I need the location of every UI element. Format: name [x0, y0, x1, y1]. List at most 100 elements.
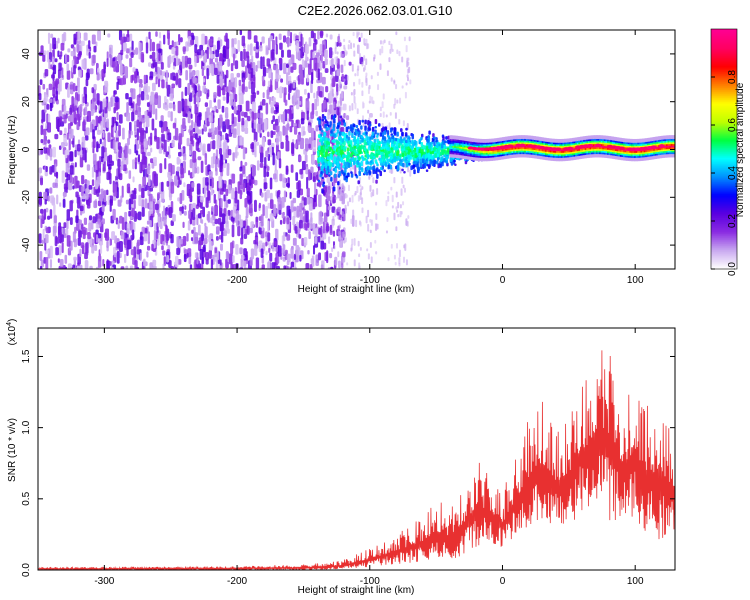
heatmap-cell: [370, 144, 374, 149]
heatmap-cell: [473, 143, 476, 146]
heatmap-cell: [479, 143, 482, 147]
heatmap-cell: [88, 40, 91, 50]
heatmap-cell: [194, 104, 199, 115]
heatmap-cell: [476, 158, 479, 161]
heatmap-cell: [508, 149, 511, 152]
heatmap-cell: [205, 197, 209, 208]
heatmap-cell: [219, 265, 222, 269]
heatmap-cell: [396, 99, 399, 104]
heatmap-cell: [397, 213, 400, 218]
heatmap-cell: [489, 145, 492, 148]
heatmap-cell: [190, 39, 194, 46]
heatmap-cell: [465, 150, 468, 153]
heatmap-cell: [402, 201, 405, 206]
heatmap-cell: [412, 164, 415, 170]
heatmap-cell: [463, 148, 466, 151]
heatmap-cell: [334, 47, 337, 55]
heatmap-cell: [455, 145, 458, 148]
heatmap-cell: [137, 104, 140, 117]
heatmap-cell: [83, 217, 88, 225]
heatmap-cell: [168, 102, 173, 109]
heatmap-cell: [92, 129, 95, 140]
heatmap-cell: [178, 133, 183, 145]
heatmap-cell: [514, 137, 517, 140]
heatmap-cell: [140, 127, 145, 136]
heatmap-cell: [471, 154, 474, 158]
heatmap-cell: [281, 86, 285, 94]
heatmap-cell: [120, 49, 124, 56]
heatmap-cell: [339, 115, 343, 119]
heatmap-cell: [460, 148, 463, 151]
chart-title: C2E2.2026.062.03.01.G10: [297, 3, 453, 18]
heatmap-cell: [243, 266, 247, 269]
heatmap-cell: [221, 213, 226, 225]
heatmap-cell: [52, 64, 57, 75]
heatmap-cell: [60, 51, 63, 57]
heatmap-cell: [306, 187, 310, 198]
heatmap-cell: [219, 207, 223, 217]
heatmap-cell: [211, 134, 215, 140]
heatmap-cell: [462, 155, 465, 158]
heatmap-cell: [446, 147, 450, 153]
heatmap-cell: [267, 260, 271, 269]
heatmap-cell: [493, 143, 497, 146]
heatmap-cell: [251, 111, 254, 123]
heatmap-cell: [38, 148, 42, 156]
heatmap-cell: [503, 140, 506, 143]
heatmap-cell: [105, 228, 110, 241]
heatmap-cell: [101, 76, 105, 82]
heatmap-cell: [293, 126, 298, 135]
heatmap-cell: [106, 171, 111, 181]
heatmap-cell: [390, 147, 393, 151]
heatmap-cell: [219, 39, 223, 47]
heatmap-cell: [406, 57, 409, 64]
heatmap-cell: [361, 168, 364, 173]
heatmap-cell: [181, 55, 185, 69]
heatmap-cell: [109, 199, 112, 212]
heatmap-cell: [139, 252, 142, 261]
heatmap-cell: [342, 171, 345, 175]
heatmap-cell: [165, 81, 168, 89]
heatmap-cell: [455, 142, 458, 145]
heatmap-cell: [500, 142, 503, 145]
heatmap-cell: [121, 161, 124, 171]
heatmap-cell: [241, 59, 245, 68]
heatmap-cell: [46, 50, 49, 63]
heatmap-cell: [434, 152, 437, 158]
heatmap-cell: [208, 115, 212, 122]
heatmap-cell: [346, 262, 349, 266]
heatmap-cell: [387, 138, 390, 144]
heatmap-cell: [364, 64, 367, 71]
heatmap-cell: [452, 135, 455, 138]
heatmap-cell: [136, 128, 139, 141]
heatmap-cell: [363, 38, 366, 46]
heatmap-cell: [134, 260, 138, 269]
heatmap-cell: [282, 35, 286, 43]
heatmap-cell: [86, 164, 91, 171]
heatmap-cell: [84, 260, 89, 269]
heatmap-cell: [503, 143, 506, 146]
heatmap-cell: [149, 38, 152, 52]
heatmap-cell: [196, 252, 199, 265]
heatmap-cell: [66, 218, 69, 230]
heatmap-cell: [468, 157, 471, 160]
heatmap-cell: [326, 203, 330, 217]
heatmap-cell: [242, 77, 245, 91]
heatmap-cell: [196, 166, 200, 174]
heatmap-cell: [147, 86, 151, 93]
heatmap-cell: [455, 137, 458, 140]
heatmap-cell: [324, 49, 328, 59]
heatmap-cell: [152, 265, 157, 269]
heatmap-cell: [179, 192, 183, 205]
heatmap-cell: [70, 268, 75, 269]
heatmap-cell: [96, 71, 100, 81]
heatmap-cell: [509, 152, 513, 155]
heatmap-cell: [138, 183, 142, 192]
heatmap-cell: [452, 142, 455, 145]
heatmap-cell: [359, 139, 362, 145]
heatmap-cell: [328, 166, 332, 170]
heatmap-cell: [433, 140, 436, 147]
heatmap-cell: [452, 147, 455, 150]
heatmap-cell: [442, 136, 445, 141]
heatmap-cell: [258, 123, 262, 134]
